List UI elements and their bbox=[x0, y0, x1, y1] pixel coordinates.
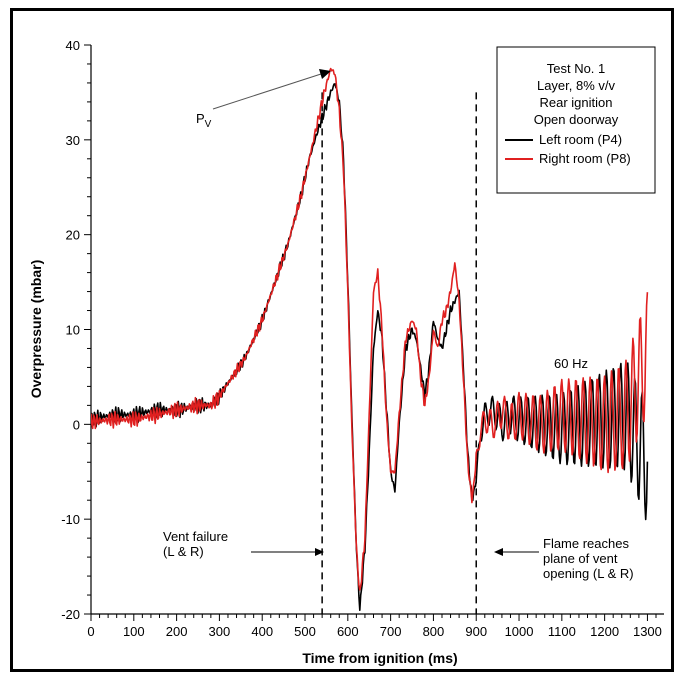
x-tick-label: 200 bbox=[166, 624, 188, 639]
y-tick-label: 30 bbox=[66, 133, 80, 148]
y-tick-label: -20 bbox=[61, 607, 80, 622]
pv-label: PV bbox=[196, 111, 212, 130]
y-tick-label: -10 bbox=[61, 512, 80, 527]
x-tick-label: 500 bbox=[294, 624, 316, 639]
chart-frame: 0 100 200 300 400 500 600 700 800 900 1000 1100 1200… bbox=[10, 8, 674, 672]
x-tick-label: 1300 bbox=[633, 624, 662, 639]
x-axis-title: Time from ignition (ms) bbox=[302, 650, 457, 666]
frequency-label: 60 Hz bbox=[554, 356, 588, 371]
y-tick-label: 20 bbox=[66, 228, 80, 243]
pv-arrow-line bbox=[212, 73, 322, 110]
x-ticks: 0 100 200 300 400 500 600 700 800 900 1000 1100 1200… bbox=[87, 614, 662, 639]
y-ticks: -20 -10 0 10 20 30 40 bbox=[61, 38, 91, 622]
x-tick-label: 0 bbox=[87, 624, 94, 639]
legend-entry: Left room (P4) bbox=[539, 132, 622, 147]
legend-title-line: Open doorway bbox=[534, 112, 619, 127]
flame-arrow-head bbox=[494, 548, 503, 556]
flame-label: plane of vent bbox=[543, 551, 618, 566]
x-tick-label: 1200 bbox=[590, 624, 619, 639]
event-lines bbox=[321, 92, 477, 614]
series-line-right-room bbox=[91, 67, 649, 591]
x-tick-label: 900 bbox=[465, 624, 487, 639]
legend-box bbox=[496, 46, 656, 194]
annotations: PV Vent failure(L & R) Flame reachesplane … bbox=[163, 69, 634, 581]
legend-entry: Right room (P8) bbox=[539, 151, 631, 166]
vent-failure-arrow-head bbox=[315, 548, 324, 556]
y-tick-label: 0 bbox=[73, 417, 80, 432]
x-tick-label: 700 bbox=[380, 624, 402, 639]
x-tick-label: 800 bbox=[423, 624, 445, 639]
legend-title-line: Rear ignition bbox=[540, 95, 613, 110]
flame-label: Flame reaches bbox=[543, 536, 629, 551]
vent-failure-label: Vent failure bbox=[163, 529, 228, 544]
x-tick-label: 1000 bbox=[505, 624, 534, 639]
x-tick-label: 400 bbox=[251, 624, 273, 639]
x-tick-label: 100 bbox=[123, 624, 145, 639]
x-tick-label: 1100 bbox=[548, 624, 576, 639]
legend: Test No. 1 Layer, 8% v/v Rear ignition Open… bbox=[496, 46, 656, 194]
y-tick-label: 10 bbox=[66, 323, 80, 338]
legend-title-line: Layer, 8% v/v bbox=[537, 78, 616, 93]
series-lines bbox=[91, 67, 649, 612]
legend-title-line: Test No. 1 bbox=[547, 61, 606, 76]
y-axis-title: Overpressure (mbar) bbox=[28, 260, 44, 399]
flame-label: opening (L & R) bbox=[543, 566, 634, 581]
x-tick-label: 600 bbox=[337, 624, 359, 639]
pv-arrow-head bbox=[319, 69, 331, 79]
x-tick-label: 300 bbox=[209, 624, 231, 639]
overpressure-chart: 0 100 200 300 400 500 600 700 800 900 1000 1100 1200… bbox=[28, 38, 664, 666]
y-tick-label: 40 bbox=[66, 38, 80, 53]
vent-failure-label: (L & R) bbox=[163, 544, 204, 559]
